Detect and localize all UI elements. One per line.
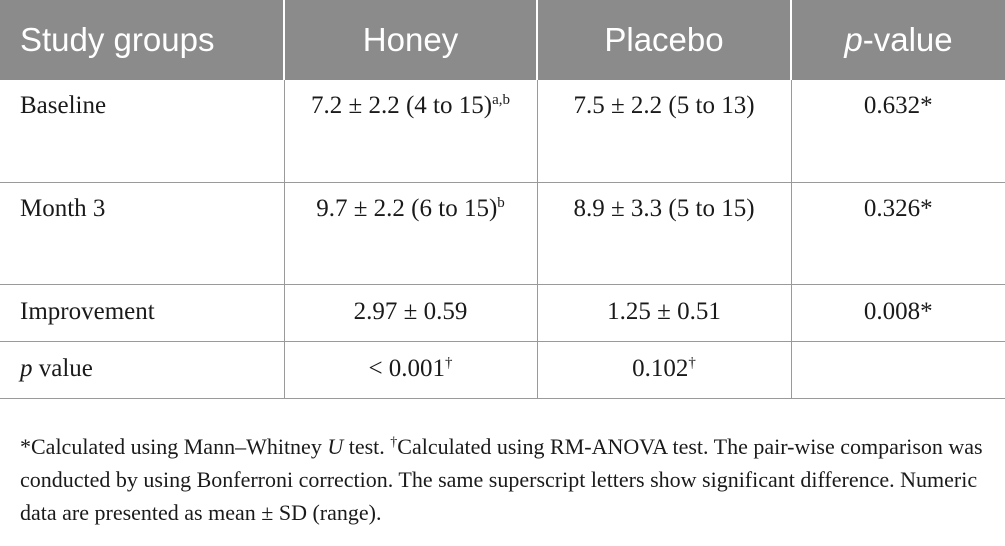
header-p-value: p-value	[791, 0, 1005, 80]
table-row-month3: Month 3 9.7 ± 2.2 (6 to 15)b 8.9 ± 3.3 (…	[0, 182, 1005, 285]
footnote-u: U	[327, 434, 344, 459]
p-value-cell: 0.008*	[791, 284, 1005, 342]
footnote-test1: test.	[343, 434, 391, 459]
honey-value: 9.7 ± 2.2 (6 to 15)b	[316, 190, 505, 228]
honey-superscript: a,b	[492, 92, 510, 108]
placebo-cell: 8.9 ± 3.3 (5 to 15)	[537, 182, 792, 285]
p-value-cell: 0.632*	[791, 80, 1005, 183]
honey-cell: 7.2 ± 2.2 (4 to 15)a,b	[284, 80, 538, 183]
header-p-rest: -value	[862, 21, 953, 58]
header-row: Study groups Honey Placebo p-value	[0, 0, 1005, 80]
placebo-value: 0.102	[632, 354, 689, 382]
honey-value: < 0.001	[368, 354, 446, 382]
honey-superscript: †	[445, 354, 453, 371]
placebo-cell: 0.102†	[537, 341, 792, 399]
honey-value-text: 7.2 ± 2.2 (4 to 15)	[311, 92, 493, 119]
table-footnote: *Calculated using Mann–Whitney U test. †…	[20, 430, 995, 529]
table-row-baseline: Baseline 7.2 ± 2.2 (4 to 15)a,b 7.5 ± 2.…	[0, 80, 1005, 183]
footnote-dagger: †	[390, 435, 398, 450]
table-body: Baseline 7.2 ± 2.2 (4 to 15)a,b 7.5 ± 2.…	[0, 80, 1005, 399]
footnote-star-text: *Calculated using Mann–Whitney	[20, 434, 328, 459]
honey-cell: 2.97 ± 0.59	[284, 284, 538, 342]
placebo-cell: 7.5 ± 2.2 (5 to 13)	[537, 80, 792, 183]
header-study-groups: Study groups	[0, 0, 285, 80]
row-label: Baseline	[0, 80, 285, 183]
placebo-cell: 1.25 ± 0.51	[537, 284, 792, 342]
table-row-p-value: p value < 0.001† 0.102†	[0, 341, 1005, 399]
results-table: Study groups Honey Placebo p-value Basel…	[0, 0, 1005, 399]
header-honey: Honey	[284, 0, 538, 80]
row-label: Month 3	[0, 182, 285, 285]
placebo-superscript: †	[688, 354, 696, 371]
header-p-letter: p	[844, 21, 863, 58]
honey-value-text: 9.7 ± 2.2 (6 to 15)	[316, 194, 498, 222]
honey-cell: 9.7 ± 2.2 (6 to 15)b	[284, 182, 538, 285]
placebo-value: 8.9 ± 3.3 (5 to 15)	[573, 194, 755, 222]
header-placebo: Placebo	[537, 0, 792, 80]
honey-cell: < 0.001†	[284, 341, 538, 399]
table-header: Study groups Honey Placebo p-value	[0, 0, 1005, 80]
row-label: Improvement	[0, 284, 285, 342]
row-label-p-letter: p	[20, 354, 33, 382]
footnote-rest: Calculated using RM-ANOVA test. The pair…	[20, 434, 983, 525]
p-value-cell	[791, 341, 1005, 399]
row-label: p value	[0, 341, 285, 399]
row-label-rest: value	[32, 354, 93, 382]
placebo-value: 7.5 ± 2.2 (5 to 13)	[573, 92, 755, 119]
honey-superscript: b	[497, 194, 505, 211]
p-value-cell: 0.326*	[791, 182, 1005, 285]
table-row-improvement: Improvement 2.97 ± 0.59 1.25 ± 0.51 0.00…	[0, 284, 1005, 342]
honey-value: 7.2 ± 2.2 (4 to 15)a,b	[311, 87, 510, 125]
